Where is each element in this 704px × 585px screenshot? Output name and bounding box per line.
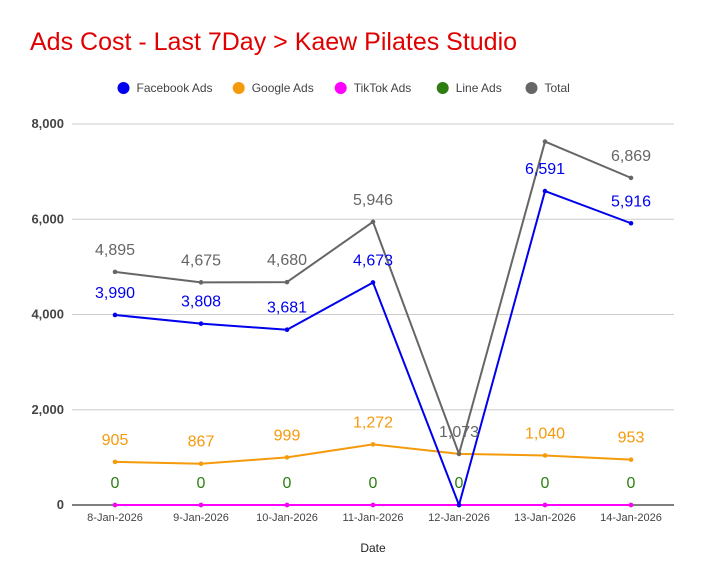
data-point [456, 451, 462, 457]
data-label: 6,869 [611, 148, 651, 165]
legend: Facebook Ads Google Ads TikTok Ads Line Ads… [117, 81, 570, 95]
data-label: 0 [455, 475, 464, 492]
legend-item: Facebook Ads [117, 81, 213, 95]
data-point [456, 502, 462, 508]
data-point [198, 280, 204, 285]
data-label: 4,680 [267, 252, 307, 269]
data-label: 3,990 [95, 285, 135, 302]
data-label: 999 [274, 427, 301, 444]
data-labels: 3,990 3,808 3,681 4,673 6,591 5,916 905 867 999 1… [95, 148, 651, 492]
data-label: 3,681 [267, 300, 307, 317]
legend-item: Total [525, 81, 570, 95]
x-tick-label: 10-Jan-2026 [256, 512, 318, 524]
y-tick-label: 8,000 [31, 116, 64, 131]
legend-marker [117, 82, 130, 94]
data-point [370, 280, 376, 285]
data-point [112, 459, 118, 465]
data-label: 867 [188, 434, 215, 451]
data-label: 5,946 [353, 192, 393, 209]
data-point [542, 139, 548, 144]
x-tick-label: 9-Jan-2026 [173, 512, 229, 524]
legend-item: TikTok Ads [334, 81, 412, 95]
data-point [542, 188, 548, 194]
data-label: 905 [102, 432, 129, 449]
data-point [284, 327, 290, 332]
x-tick-label: 14-Jan-2026 [600, 512, 662, 524]
data-point [370, 442, 376, 447]
data-point [284, 502, 290, 508]
data-label: 4,895 [95, 242, 135, 259]
data-label: 4,675 [181, 252, 221, 269]
data-label: 6,591 [525, 161, 565, 178]
data-label: 0 [197, 475, 206, 492]
legend-marker [334, 82, 347, 94]
series-points [112, 139, 634, 508]
y-tick-label: 2,000 [31, 402, 64, 417]
y-tick-labels: 0 2,000 4,000 6,000 8,000 [31, 116, 64, 512]
data-label: 953 [618, 430, 645, 447]
data-label: 0 [627, 475, 636, 492]
y-tick-label: 6,000 [31, 211, 64, 226]
data-point [198, 502, 204, 508]
data-point [542, 502, 548, 508]
data-label: 4,673 [353, 252, 393, 269]
legend-item: Line Ads [436, 81, 502, 95]
data-label: 3,808 [181, 294, 221, 311]
data-point [198, 321, 204, 326]
data-label: 1,073 [439, 424, 479, 441]
data-label: 1,272 [353, 414, 393, 431]
legend-marker [232, 82, 245, 94]
data-point [370, 219, 376, 225]
legend-label: Google Ads [252, 81, 314, 95]
legend-label: Line Ads [456, 81, 502, 95]
data-point [628, 220, 634, 226]
data-label: 0 [111, 475, 120, 492]
legend-label: Facebook Ads [137, 81, 213, 95]
data-point [628, 502, 634, 508]
legend-marker [525, 82, 538, 94]
data-point [628, 175, 634, 181]
x-tick-label: 8-Jan-2026 [87, 512, 143, 524]
x-tick-labels: 8-Jan-2026 9-Jan-2026 10-Jan-2026 11-Jan-20… [87, 512, 662, 524]
x-tick-label: 12-Jan-2026 [428, 512, 490, 524]
legend-item: Google Ads [232, 81, 314, 95]
series-line [114, 190, 632, 506]
x-tick-label: 11-Jan-2026 [343, 512, 404, 524]
data-label: 0 [541, 475, 550, 492]
data-label: 1,040 [525, 425, 565, 442]
data-point [284, 455, 290, 460]
y-tick-label: 4,000 [31, 307, 64, 322]
data-label: 0 [369, 475, 378, 492]
data-label: 0 [283, 475, 292, 492]
data-label: 5,916 [611, 193, 651, 210]
data-point [112, 269, 118, 275]
x-tick-label: 13-Jan-2026 [514, 512, 576, 524]
legend-label: Total [545, 81, 570, 95]
data-point [628, 457, 634, 462]
x-axis-label: Date [360, 541, 386, 555]
data-point [370, 502, 376, 508]
gridlines [72, 123, 674, 411]
data-point [112, 502, 118, 508]
data-point [112, 312, 118, 318]
data-point [198, 461, 204, 467]
chart-title: Ads Cost - Last 7Day > Kaew Pilates Stud… [30, 28, 518, 56]
data-point [284, 279, 290, 285]
data-point [542, 453, 548, 458]
y-tick-label: 0 [57, 497, 64, 512]
legend-label: TikTok Ads [354, 81, 412, 95]
legend-marker [436, 82, 449, 94]
